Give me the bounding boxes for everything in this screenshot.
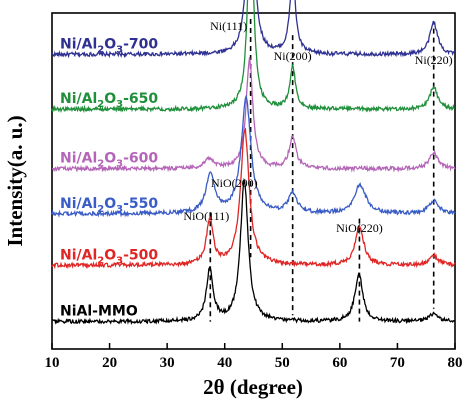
label-text: Ni/Al	[60, 196, 97, 212]
label-text: O	[104, 196, 116, 212]
series-label: Ni/Al2O3-650	[60, 91, 158, 110]
peak-labels: Ni(111) Ni(200) Ni(220) NiO(200) NiO(111) NiO…	[183, 19, 452, 235]
x-axis-title: 2θ (degree)	[203, 375, 303, 399]
label-subscript: 2	[97, 255, 104, 266]
peak-label: NiO(200)	[211, 176, 258, 190]
label-text: -600	[123, 151, 158, 167]
series-labels: Ni/Al2O3-700Ni/Al2O3-650Ni/Al2O3-600Ni/A…	[60, 36, 158, 319]
x-tick-label: 10	[45, 355, 60, 371]
x-tick-label: 70	[390, 355, 405, 371]
label-text: -650	[123, 91, 158, 107]
label-text: O	[104, 151, 116, 167]
series-line	[51, 127, 456, 270]
label-text: Ni/Al	[60, 91, 97, 107]
x-tick-label: 60	[332, 355, 347, 371]
peak-label: NiO(111)	[183, 209, 229, 223]
x-tick-label: 40	[217, 355, 232, 371]
x-tick-label: 50	[275, 355, 290, 371]
label-subscript: 2	[97, 159, 104, 170]
label-subscript: 2	[97, 204, 104, 215]
label-text: O	[104, 91, 116, 107]
label-subscript: 2	[97, 44, 104, 55]
plot-frame	[51, 12, 456, 350]
peak-label: Ni(111)	[210, 19, 247, 33]
series-line	[51, 177, 456, 325]
label-subscript: 2	[97, 99, 104, 110]
label-text: O	[104, 36, 116, 52]
series-label: Ni/Al2O3-700	[60, 36, 158, 55]
series-label: Ni/Al2O3-600	[60, 151, 158, 170]
peak-label: NiO(220)	[336, 221, 383, 235]
label-text: NiAl-MMO	[60, 304, 138, 320]
series-label: NiAl-MMO	[60, 304, 138, 320]
series-line	[51, 57, 456, 173]
series-line	[51, 0, 455, 114]
label-subscript: 3	[116, 159, 123, 170]
x-tick-label: 20	[102, 355, 117, 371]
label-subscript: 3	[116, 44, 123, 55]
label-text: O	[104, 247, 116, 263]
peak-label: Ni(220)	[415, 53, 453, 67]
series-line	[51, 94, 456, 218]
label-text: -500	[123, 247, 158, 263]
label-text: -550	[123, 196, 158, 212]
series-label: Ni/Al2O3-550	[60, 196, 158, 215]
x-tick-label: 30	[160, 355, 175, 371]
label-subscript: 3	[116, 99, 123, 110]
label-text: -700	[123, 36, 158, 52]
series-layer	[51, 0, 456, 325]
series-line	[51, 0, 456, 59]
peak-label: Ni(200)	[274, 49, 312, 63]
label-text: Ni/Al	[60, 247, 97, 263]
label-text: Ni/Al	[60, 151, 97, 167]
label-subscript: 3	[116, 204, 123, 215]
y-axis-title: Intensity(a. u.)	[3, 115, 27, 246]
label-text: Ni/Al	[60, 36, 97, 52]
x-tick-label: 80	[448, 355, 463, 371]
series-label: Ni/Al2O3-500	[60, 247, 158, 266]
label-subscript: 3	[116, 255, 123, 266]
x-axis-ticks: 10 20 30 40 50 60 70 80	[45, 343, 463, 371]
